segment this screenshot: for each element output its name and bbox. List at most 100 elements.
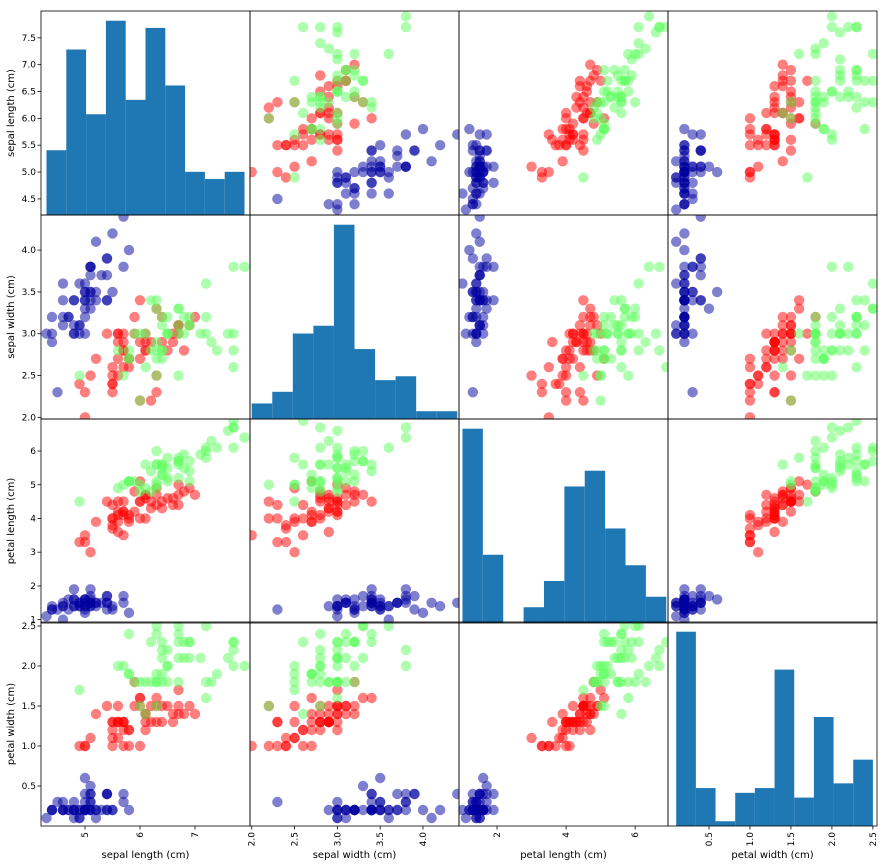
scatter-point-95 [567, 328, 579, 339]
scatter-point-51 [785, 311, 797, 323]
scatter-point-86 [173, 489, 184, 501]
scatter-point-77 [802, 328, 813, 339]
scatter-point-117 [654, 644, 665, 656]
scatter-point-21 [392, 161, 403, 172]
scatter-point-49 [471, 804, 482, 816]
scatter-point-117 [400, 21, 412, 33]
scatter-point-129 [200, 692, 212, 704]
scatter-point-42 [679, 199, 690, 210]
scatter-point-119 [263, 113, 275, 124]
scatter-point-91 [332, 708, 343, 720]
scatter-point-40 [467, 286, 479, 298]
histogram-bar-sepal-width-1 [272, 391, 293, 419]
scatter-point-139 [834, 64, 846, 76]
scatter-point-142 [306, 668, 317, 680]
scatter-point-58 [167, 336, 179, 348]
scatter-point-48 [96, 270, 107, 281]
cell-petal-length-vs-sepal-width [250, 419, 459, 623]
scatter-point-108 [289, 676, 300, 688]
scatter-point-87 [769, 387, 780, 398]
scatter-point-148 [609, 636, 620, 648]
scatter-point-142 [123, 668, 135, 680]
scatter-point-22 [57, 278, 69, 289]
scatter-point-107 [206, 336, 217, 348]
x-axis-label-petal-length: petal length (cm) [520, 850, 607, 861]
histogram-bar-sepal-width-9 [436, 411, 458, 419]
scatter-point-141 [340, 476, 352, 487]
cell-sepal-width-vs-sepal-length [41, 215, 250, 419]
scatter-point-85 [366, 692, 377, 704]
scatter-point-149 [598, 676, 610, 688]
scatter-point-149 [129, 676, 140, 688]
scatter-point-59 [306, 156, 317, 167]
scatter-point-31 [695, 295, 706, 306]
scatter-point-76 [178, 708, 190, 720]
scatter-point-47 [471, 188, 482, 199]
cell-sepal-width-vs-sepal-width [251, 224, 458, 419]
scatter-point-140 [859, 459, 870, 470]
scatter-point-48 [392, 150, 403, 162]
scatter-point-21 [392, 788, 403, 800]
scatter-point-109 [633, 622, 644, 632]
scatter-point-109 [383, 48, 394, 60]
scatter-point-149 [810, 476, 821, 487]
scatter-point-118 [661, 361, 668, 373]
x-tick-label-sepal-width: 2.5 [291, 832, 301, 846]
scatter-point-62 [263, 740, 275, 752]
scatter-point-107 [323, 435, 334, 447]
cell-marks [671, 419, 877, 623]
scatter-point-114 [123, 628, 135, 640]
scatter-point-49 [79, 600, 91, 612]
scatter-point-118 [661, 636, 668, 648]
scatter-point-140 [859, 75, 870, 86]
scatter-point-133 [785, 476, 797, 487]
scatter-point-129 [332, 692, 343, 704]
scatter-point-37 [671, 172, 682, 183]
scatter-point-144 [867, 455, 877, 467]
scatter-point-32 [671, 156, 682, 167]
y-tick-label-sepal-length: 6.0 [22, 114, 37, 124]
scatter-point-50 [189, 708, 201, 720]
scatter-point-140 [340, 459, 352, 470]
scatter-point-93 [744, 166, 756, 178]
scatter-point-86 [785, 75, 797, 86]
histogram-bar-sepal-length-7 [185, 171, 205, 215]
scatter-point-98 [289, 161, 300, 172]
scatter-point-31 [101, 788, 113, 800]
scatter-point-60 [744, 412, 756, 419]
histogram-bar-petal-width-7 [813, 717, 834, 826]
scatter-point-6 [687, 295, 698, 306]
scatter-point-117 [228, 261, 239, 273]
histogram-bar-sepal-width-7 [395, 376, 417, 419]
scatter-point-65 [574, 320, 586, 331]
scatter-point-40 [375, 796, 386, 808]
scatter-point-133 [315, 700, 326, 712]
scatter-point-103 [323, 97, 334, 108]
scatter-point-117 [843, 261, 854, 273]
scatter-point-93 [272, 166, 283, 178]
scatter-point-79 [297, 530, 309, 541]
scatter-point-98 [752, 546, 764, 558]
histogram-bar-petal-width-5 [774, 669, 795, 826]
scatter-point-144 [173, 303, 184, 314]
scatter-point-60 [250, 530, 257, 541]
scatter-point-92 [761, 361, 772, 373]
scatter-point-114 [598, 628, 610, 640]
scatter-point-86 [785, 489, 797, 501]
scatter-point-98 [85, 370, 96, 381]
scatter-point-95 [332, 506, 343, 517]
scatter-point-134 [777, 107, 788, 119]
scatter-point-80 [553, 732, 565, 744]
scatter-point-81 [550, 140, 561, 151]
scatter-point-124 [173, 652, 184, 664]
scatter-point-91 [581, 708, 593, 720]
scatter-point-141 [184, 476, 195, 487]
scatter-point-79 [543, 361, 555, 373]
scatter-point-87 [574, 387, 586, 398]
scatter-point-119 [785, 113, 797, 124]
scatter-point-70 [129, 311, 140, 323]
scatter-point-13 [41, 812, 52, 824]
cell-marks [459, 11, 668, 215]
scatter-point-6 [366, 188, 377, 199]
scatter-point-141 [598, 64, 610, 76]
